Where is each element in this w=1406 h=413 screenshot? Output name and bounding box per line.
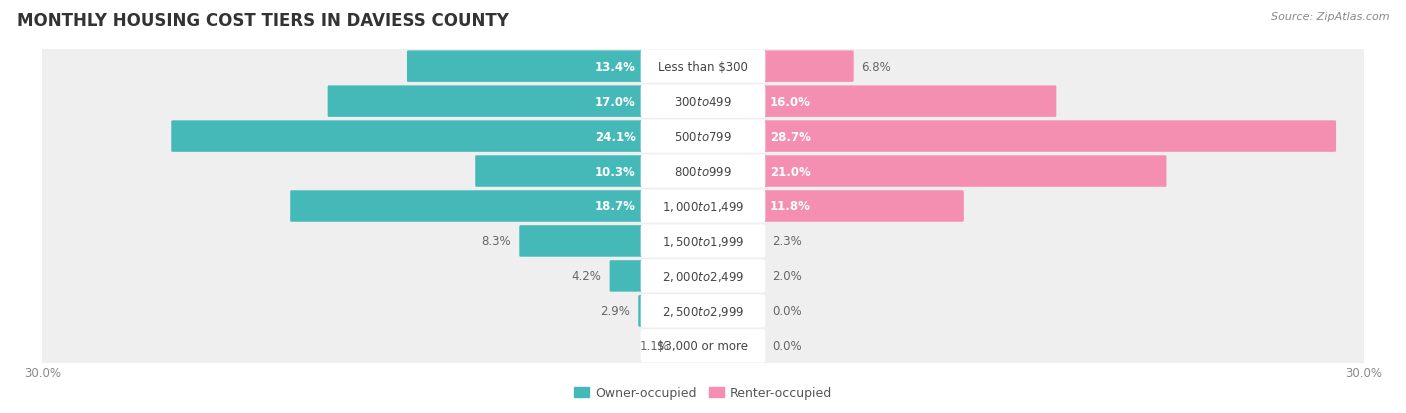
Text: Source: ZipAtlas.com: Source: ZipAtlas.com (1271, 12, 1389, 22)
FancyBboxPatch shape (641, 50, 765, 83)
FancyBboxPatch shape (641, 85, 765, 119)
Text: 4.2%: 4.2% (572, 270, 602, 283)
Text: 17.0%: 17.0% (595, 95, 636, 108)
Text: 0.0%: 0.0% (772, 339, 801, 352)
Text: Less than $300: Less than $300 (658, 61, 748, 74)
FancyBboxPatch shape (641, 330, 765, 363)
FancyBboxPatch shape (39, 150, 1367, 194)
FancyBboxPatch shape (519, 225, 644, 257)
Text: $300 to $499: $300 to $499 (673, 95, 733, 108)
Text: 0.0%: 0.0% (772, 305, 801, 318)
FancyBboxPatch shape (406, 51, 644, 83)
FancyBboxPatch shape (39, 114, 1367, 159)
FancyBboxPatch shape (762, 51, 853, 83)
Text: 2.3%: 2.3% (772, 235, 803, 248)
Text: MONTHLY HOUSING COST TIERS IN DAVIESS COUNTY: MONTHLY HOUSING COST TIERS IN DAVIESS CO… (17, 12, 509, 30)
Text: 11.8%: 11.8% (770, 200, 811, 213)
FancyBboxPatch shape (762, 191, 963, 222)
Text: 2.0%: 2.0% (772, 270, 803, 283)
FancyBboxPatch shape (762, 86, 1056, 118)
Text: 10.3%: 10.3% (595, 165, 636, 178)
FancyBboxPatch shape (39, 254, 1367, 299)
Text: 13.4%: 13.4% (595, 61, 636, 74)
FancyBboxPatch shape (39, 80, 1367, 124)
FancyBboxPatch shape (39, 45, 1367, 89)
Text: 8.3%: 8.3% (482, 235, 512, 248)
FancyBboxPatch shape (290, 191, 644, 222)
FancyBboxPatch shape (610, 261, 644, 292)
FancyBboxPatch shape (641, 155, 765, 188)
Text: $1,500 to $1,999: $1,500 to $1,999 (662, 235, 744, 248)
FancyBboxPatch shape (39, 184, 1367, 229)
FancyBboxPatch shape (328, 86, 644, 118)
FancyBboxPatch shape (39, 324, 1367, 368)
FancyBboxPatch shape (641, 225, 765, 258)
FancyBboxPatch shape (39, 289, 1367, 333)
FancyBboxPatch shape (641, 294, 765, 328)
FancyBboxPatch shape (641, 260, 765, 293)
Text: 28.7%: 28.7% (770, 130, 811, 143)
Text: 2.9%: 2.9% (600, 305, 630, 318)
FancyBboxPatch shape (475, 156, 644, 188)
Legend: Owner-occupied, Renter-occupied: Owner-occupied, Renter-occupied (568, 381, 838, 404)
FancyBboxPatch shape (641, 190, 765, 223)
Text: $1,000 to $1,499: $1,000 to $1,499 (662, 199, 744, 214)
Text: $2,500 to $2,999: $2,500 to $2,999 (662, 304, 744, 318)
Text: 18.7%: 18.7% (595, 200, 636, 213)
Text: 16.0%: 16.0% (770, 95, 811, 108)
Text: $800 to $999: $800 to $999 (673, 165, 733, 178)
FancyBboxPatch shape (172, 121, 644, 152)
FancyBboxPatch shape (762, 156, 1167, 188)
FancyBboxPatch shape (762, 121, 1336, 152)
Text: $2,000 to $2,499: $2,000 to $2,499 (662, 269, 744, 283)
Text: $500 to $799: $500 to $799 (673, 130, 733, 143)
Text: 24.1%: 24.1% (595, 130, 636, 143)
Text: 6.8%: 6.8% (862, 61, 891, 74)
Text: 1.1%: 1.1% (640, 339, 669, 352)
FancyBboxPatch shape (638, 295, 644, 327)
Text: $3,000 or more: $3,000 or more (658, 339, 748, 352)
Text: 21.0%: 21.0% (770, 165, 811, 178)
FancyBboxPatch shape (39, 219, 1367, 263)
FancyBboxPatch shape (641, 120, 765, 153)
